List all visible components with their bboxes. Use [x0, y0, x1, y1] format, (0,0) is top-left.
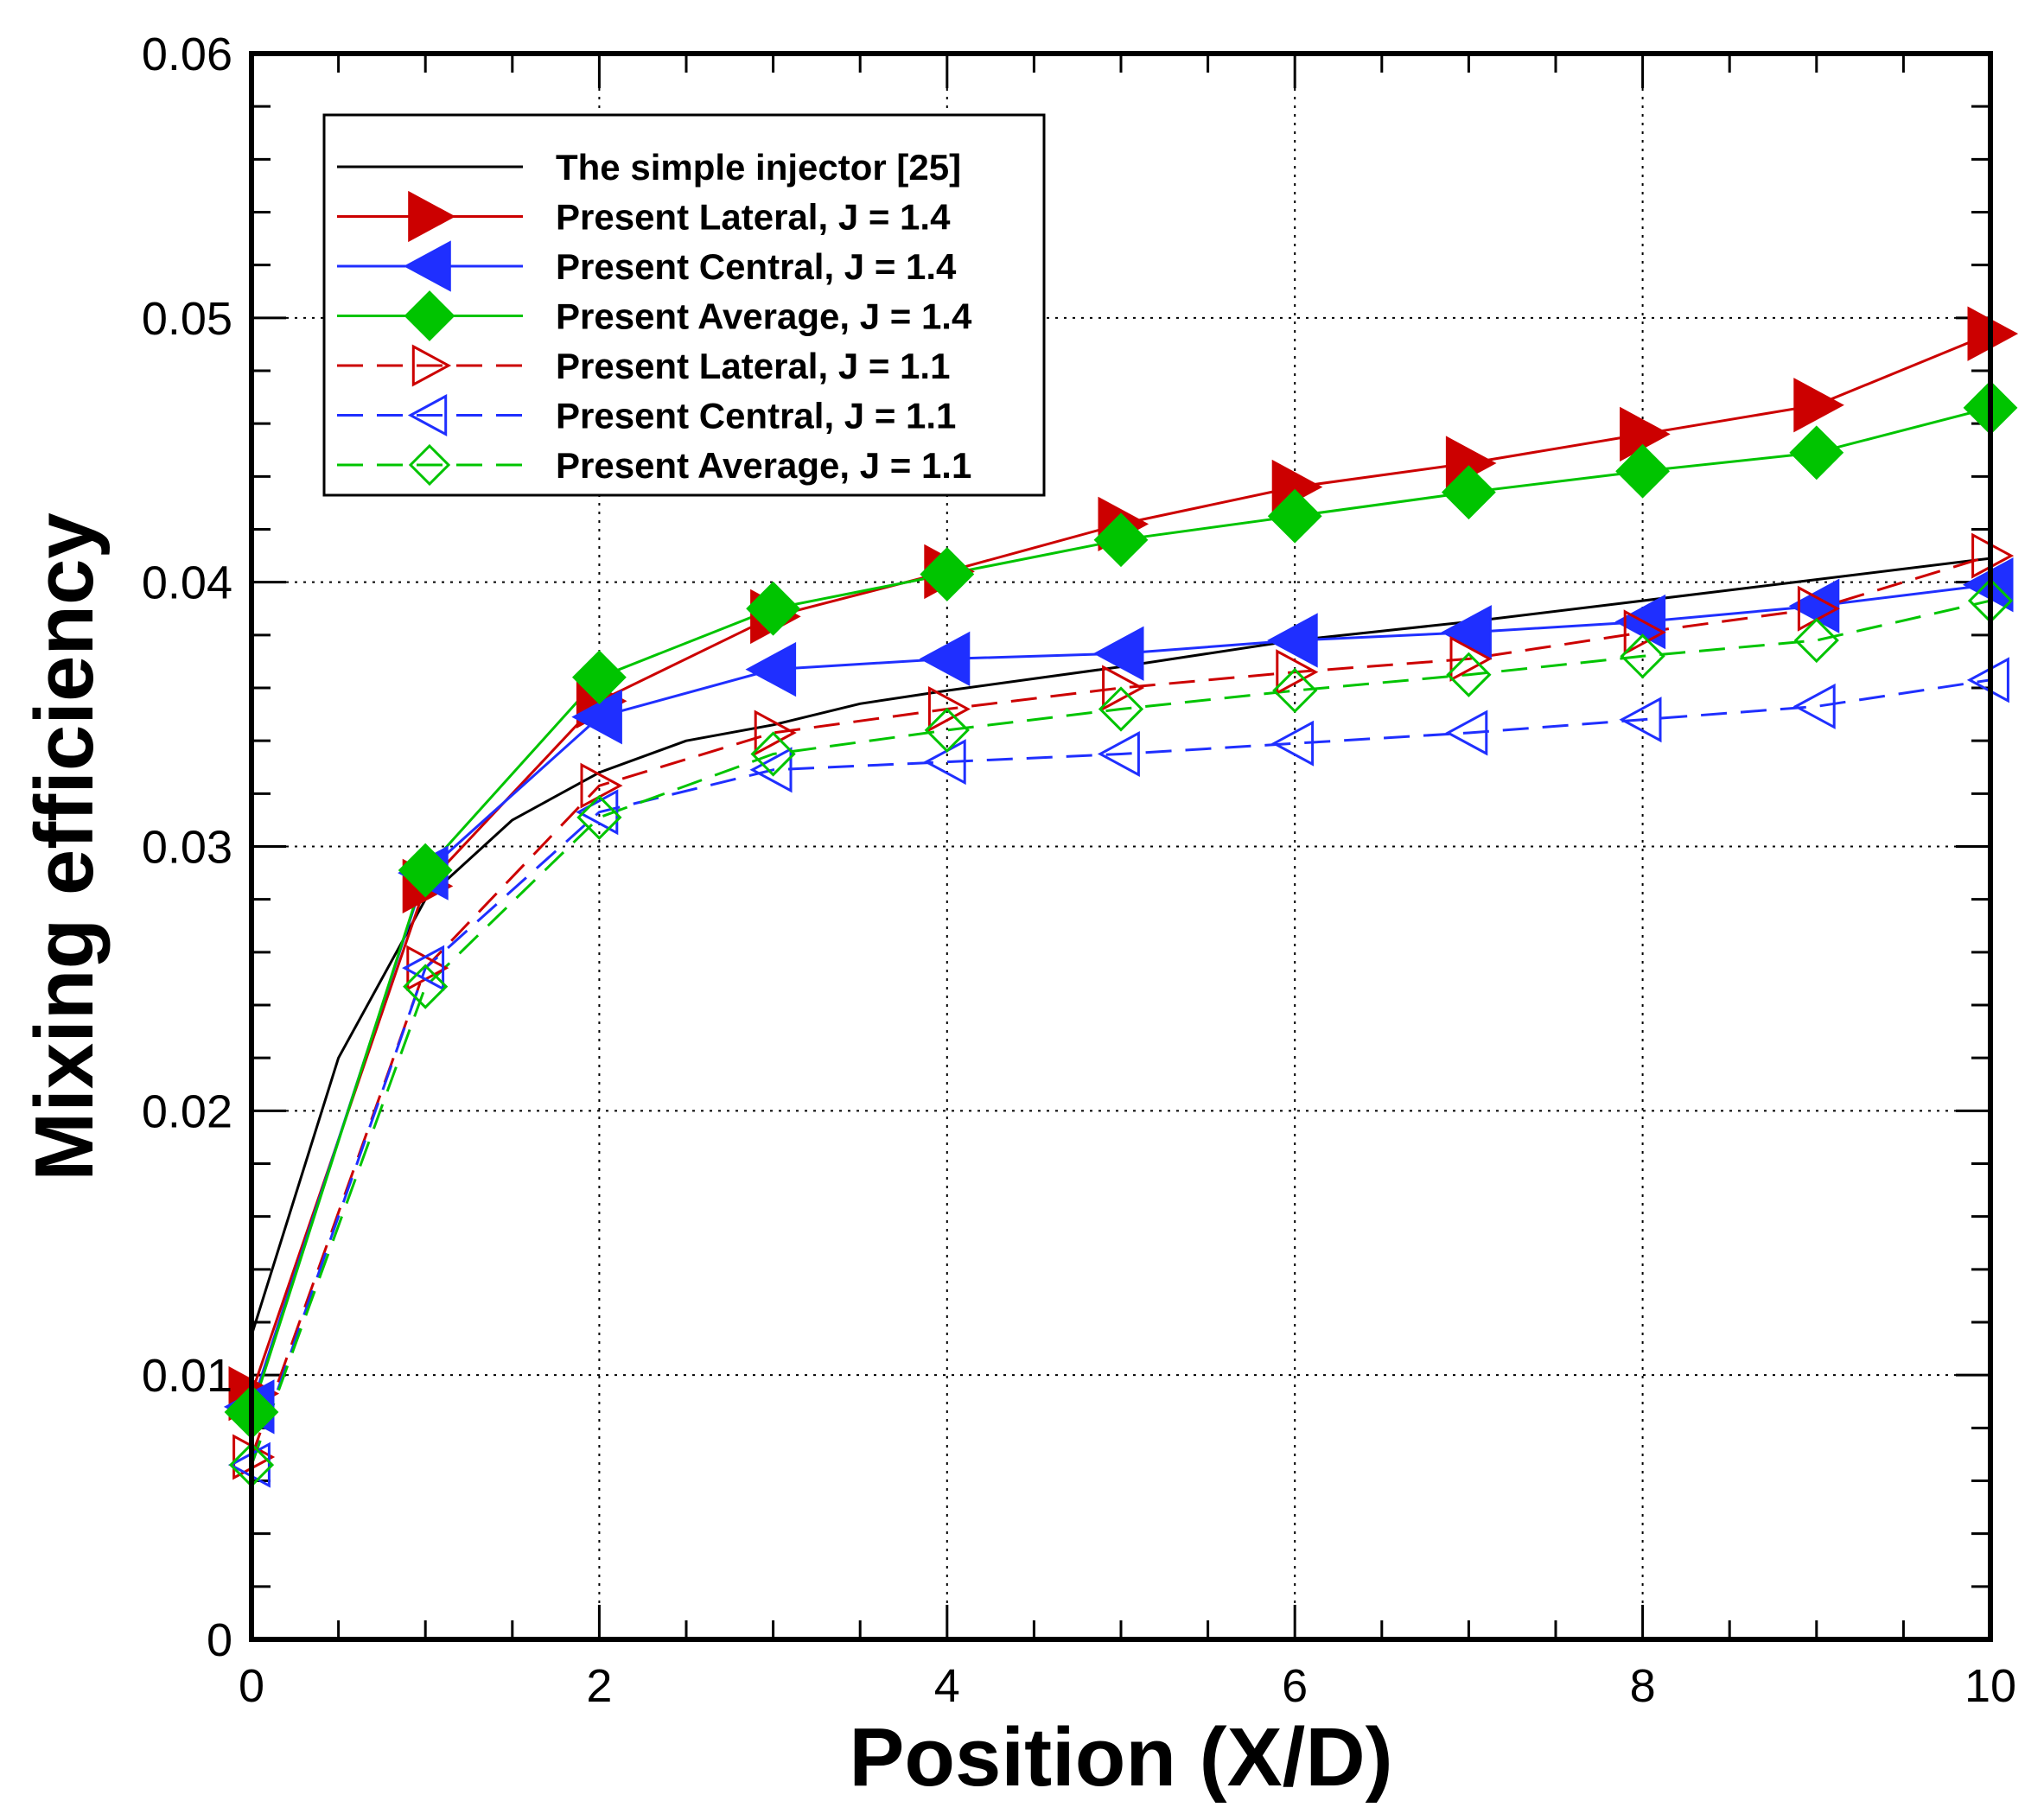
legend-entries: The simple injector [25] Present Lateral,…: [337, 147, 972, 487]
data-point-marker: [576, 794, 622, 840]
data-point-marker: [1619, 697, 1662, 743]
data-point-marker: [1093, 512, 1149, 568]
data-point-marker: [1615, 443, 1671, 499]
data-point-marker: [1449, 635, 1493, 682]
data-point-marker: [1272, 667, 1318, 714]
y-tick-label: 0.04: [142, 557, 232, 609]
x-tick-label: 4: [934, 1660, 960, 1712]
data-point-marker: [398, 843, 453, 898]
x-tick-label: 6: [1282, 1660, 1308, 1712]
x-tick-label: 0: [239, 1660, 264, 1712]
x-axis-title: Position (X/D): [849, 1711, 1392, 1804]
data-point-marker: [580, 762, 623, 809]
data-point-marker: [571, 650, 627, 705]
data-point-marker: [749, 747, 793, 793]
legend-label: Present Lateral, J = 1.1: [556, 346, 950, 386]
data-point-marker: [1267, 488, 1322, 544]
y-tick-label: 0.02: [142, 1085, 232, 1137]
data-point-marker: [754, 710, 797, 756]
data-point-marker: [746, 581, 801, 636]
legend-label: Present Average, J = 1.4: [556, 296, 972, 337]
data-point-marker: [1098, 686, 1144, 732]
data-point-marker: [1614, 594, 1666, 650]
data-point-marker: [1092, 626, 1144, 681]
y-tick-label: 0.01: [142, 1350, 232, 1402]
data-point-marker: [402, 945, 445, 991]
data-point-marker: [1788, 578, 1840, 633]
data-point-marker: [919, 631, 971, 687]
x-tick-label: 8: [1630, 1660, 1656, 1712]
data-point-marker: [1441, 465, 1496, 520]
data-point-marker: [1097, 730, 1140, 777]
series-line: [250, 599, 1991, 1466]
y-tick-label: 0.05: [142, 293, 232, 345]
data-point-marker: [1276, 649, 1319, 696]
axis-ticks: [250, 52, 1992, 1641]
legend-swatch-marker: [404, 290, 455, 341]
data-point-marker: [406, 945, 449, 991]
data-point-marker: [1797, 585, 1840, 632]
data-point-marker: [571, 689, 622, 745]
data-point-marker: [920, 547, 975, 601]
x-tick-label: 10: [1964, 1660, 2016, 1712]
data-point-marker: [750, 731, 796, 777]
data-point-marker: [1793, 617, 1839, 664]
plot-frame: [249, 51, 1993, 1642]
data-point-marker: [1789, 425, 1844, 480]
legend-label: Present Average, J = 1.1: [556, 445, 971, 486]
legend-swatch-marker: [403, 240, 451, 292]
legend-label: Present Central, J = 1.4: [556, 246, 957, 287]
data-point-marker: [745, 641, 797, 697]
legend-swatch-marker: [411, 344, 452, 387]
legend-label: Present Central, J = 1.1: [556, 396, 956, 436]
data-point-marker: [1793, 378, 1844, 433]
data-point-marker: [1792, 683, 1836, 729]
data-point-marker: [1445, 710, 1488, 756]
data-point-marker: [1102, 665, 1145, 711]
y-tick-label: 0.03: [142, 822, 232, 874]
data-point-marker: [1446, 652, 1492, 697]
data-point-marker: [1271, 720, 1315, 767]
legend-label: The simple injector [25]: [556, 147, 961, 188]
y-tick-label: 0: [207, 1614, 232, 1666]
data-point-marker: [403, 964, 449, 1009]
tick-labels: 0 2 4 6 8 10 0 0.01 0.02 0.03 0.04 0.05 0.06: [142, 29, 2016, 1712]
data-point-marker: [1267, 613, 1318, 668]
legend: The simple injector [25] Present Lateral,…: [322, 113, 1046, 497]
data-point-marker: [923, 739, 966, 786]
series-line: [250, 557, 1991, 1336]
series-line: [250, 678, 1991, 1466]
legend-swatch-marker: [407, 393, 448, 437]
legend-swatch-marker: [408, 190, 456, 243]
x-tick-label: 2: [586, 1660, 612, 1712]
legend-label: Present Lateral, J = 1.4: [556, 197, 951, 238]
data-point-marker: [927, 685, 971, 732]
series-line: [250, 554, 1991, 1458]
data-point-marker: [1623, 609, 1666, 656]
data-point-marker: [576, 789, 619, 836]
legend-swatch-marker: [408, 443, 451, 487]
y-axis-title: Mixing efficiency: [18, 512, 111, 1181]
series-markers: [223, 306, 2019, 1488]
data-point-marker: [924, 707, 970, 754]
data-point-marker: [1620, 633, 1665, 679]
y-tick-label: 0.06: [142, 29, 232, 80]
